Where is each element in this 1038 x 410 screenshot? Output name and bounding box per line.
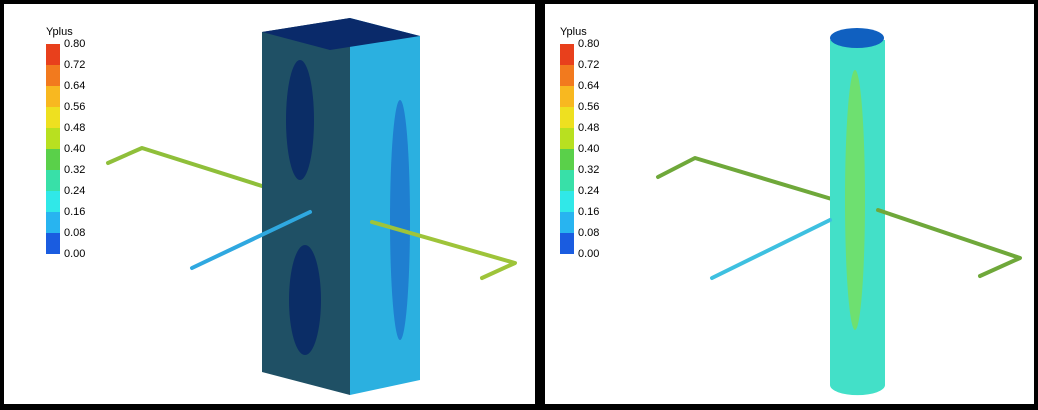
legend-swatch <box>560 44 574 65</box>
legend-swatch <box>560 128 574 149</box>
legend-title: Yplus <box>46 26 73 38</box>
legend-title: Yplus <box>560 26 587 38</box>
legend-swatch <box>560 233 574 254</box>
legend-tick-label: 0.48 <box>64 122 85 134</box>
legend-swatch <box>46 212 60 233</box>
legend-swatch <box>560 191 574 212</box>
legend-tick-label: 0.16 <box>578 206 599 218</box>
legend-tick-label: 0.48 <box>578 122 599 134</box>
patch <box>845 70 865 330</box>
panel-right <box>545 4 1034 404</box>
legend-swatch <box>46 233 60 254</box>
legend-swatch <box>46 86 60 107</box>
legend-tick-label: 0.32 <box>578 164 599 176</box>
legend-swatch <box>46 149 60 170</box>
legend-swatch <box>560 65 574 86</box>
legend-tick-label: 0.72 <box>578 59 599 71</box>
legend-tick-label: 0.00 <box>578 248 599 260</box>
legend-swatch <box>560 107 574 128</box>
legend-swatch <box>46 44 60 65</box>
legend-tick-label: 0.24 <box>578 185 599 197</box>
legend-tick-label: 0.08 <box>578 227 599 239</box>
legend-swatch <box>46 128 60 149</box>
legend-swatch <box>560 86 574 107</box>
legend-swatch <box>560 149 574 170</box>
legend-tick-label: 0.56 <box>578 101 599 113</box>
legend-tick-label: 0.00 <box>64 248 85 260</box>
legend-tick-label: 0.16 <box>64 206 85 218</box>
legend-tick-label: 0.40 <box>64 143 85 155</box>
legend-tick-label: 0.40 <box>578 143 599 155</box>
legend-tick-label: 0.64 <box>64 80 85 92</box>
patch <box>390 100 410 340</box>
legend-tick-label: 0.08 <box>64 227 85 239</box>
legend-swatch <box>560 170 574 191</box>
legend-swatch <box>46 65 60 86</box>
legend-tick-label: 0.64 <box>578 80 599 92</box>
legend-swatch <box>46 170 60 191</box>
legend-tick-label: 0.80 <box>578 38 599 50</box>
legend-swatch <box>46 107 60 128</box>
legend-tick-label: 0.24 <box>64 185 85 197</box>
legend-tick-label: 0.80 <box>64 38 85 50</box>
legend-swatch <box>46 191 60 212</box>
legend-tick-label: 0.72 <box>64 59 85 71</box>
screen: Yplus0.800.720.640.560.480.400.320.240.1… <box>0 0 1038 410</box>
legend-swatch <box>560 212 574 233</box>
patch <box>289 245 321 355</box>
legend-tick-label: 0.32 <box>64 164 85 176</box>
patch <box>286 60 314 180</box>
legend-tick-label: 0.56 <box>64 101 85 113</box>
cylinder-top <box>830 28 884 48</box>
